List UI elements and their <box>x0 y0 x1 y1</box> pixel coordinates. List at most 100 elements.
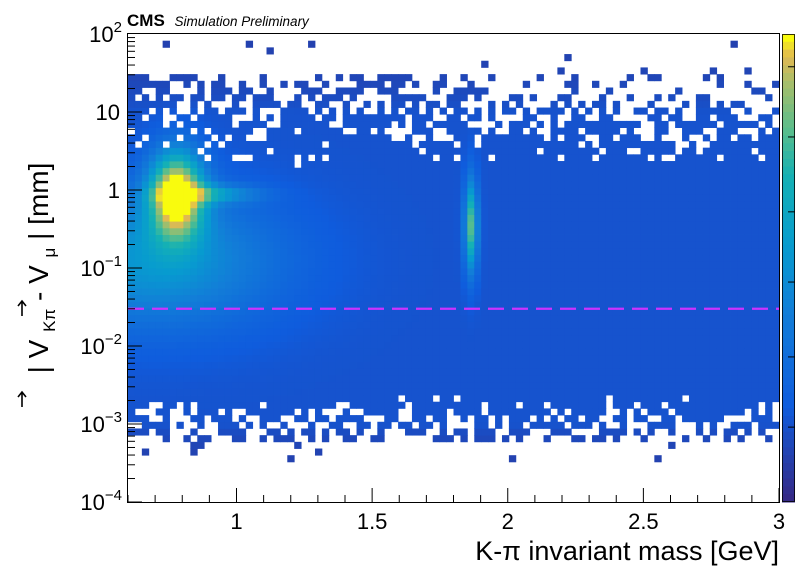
heatmap-cell <box>592 388 600 396</box>
heatmap-cell <box>356 214 364 222</box>
heatmap-cell <box>176 154 184 162</box>
heatmap-cell <box>349 247 357 256</box>
heatmap-cell <box>363 100 371 108</box>
heatmap-cell <box>162 328 170 336</box>
heatmap-cell <box>176 368 184 376</box>
heatmap-cell <box>481 388 489 396</box>
heatmap-cell <box>439 214 447 222</box>
heatmap-cell <box>391 227 399 235</box>
heatmap-cell <box>453 147 461 155</box>
heatmap-cell <box>647 274 655 282</box>
heatmap-cell <box>564 201 572 209</box>
heatmap-cell <box>571 334 579 342</box>
heatmap-cell <box>176 381 184 389</box>
heatmap-cell <box>259 207 267 215</box>
heatmap-cell <box>744 174 752 182</box>
heatmap-cell <box>425 134 434 142</box>
heatmap-cell <box>453 368 461 376</box>
heatmap-cell <box>204 341 212 349</box>
heatmap-cell <box>328 114 337 122</box>
heatmap-cell <box>640 381 648 389</box>
heatmap-cell <box>349 194 357 202</box>
heatmap-cell <box>446 154 454 162</box>
heatmap-cell <box>508 161 517 169</box>
heatmap-cell <box>218 261 226 269</box>
heatmap-cell <box>564 288 572 296</box>
heatmap-cell <box>695 127 704 135</box>
heatmap-cell <box>702 268 711 276</box>
heatmap-cell <box>744 294 752 302</box>
heatmap-cell <box>557 67 565 75</box>
heatmap-cell <box>578 301 586 309</box>
heatmap-cell <box>308 268 316 276</box>
heatmap-cell <box>543 140 551 149</box>
heatmap-cell <box>411 261 420 269</box>
heatmap-cell <box>467 348 475 356</box>
heatmap-cell <box>564 301 572 309</box>
heatmap-cell <box>633 227 641 235</box>
heatmap-cell <box>176 167 184 175</box>
heatmap-cell <box>737 381 745 389</box>
heatmap-cell <box>508 94 517 102</box>
heatmap-cell <box>356 314 364 322</box>
heatmap-cell <box>557 328 565 336</box>
heatmap-cell <box>328 281 337 289</box>
heatmap-cell <box>190 100 198 108</box>
heatmap-cell <box>488 395 496 403</box>
heatmap-cell <box>162 80 170 88</box>
heatmap-cell <box>356 361 364 369</box>
heatmap-cell <box>730 395 738 403</box>
heatmap-cell <box>564 187 572 195</box>
heatmap-cell <box>501 301 510 309</box>
heatmap-cell <box>598 247 607 256</box>
heatmap-cell <box>162 348 170 356</box>
heatmap-cell <box>162 281 170 289</box>
heatmap-cell <box>709 328 718 336</box>
heatmap-cell <box>335 354 344 362</box>
heatmap-cell <box>398 114 406 122</box>
heatmap-cell <box>321 301 330 309</box>
heatmap-cell <box>730 201 738 209</box>
heatmap-cell <box>418 234 427 242</box>
heatmap-cell <box>425 194 434 202</box>
heatmap-cell <box>301 80 309 88</box>
heatmap-cell <box>515 388 524 396</box>
heatmap-cell <box>148 247 157 256</box>
heatmap-cell <box>467 395 475 403</box>
heatmap-cell <box>377 374 385 383</box>
heatmap-cell <box>328 374 337 383</box>
heatmap-cell <box>605 227 614 235</box>
heatmap-cell <box>522 374 531 383</box>
heatmap-cell <box>765 187 773 195</box>
heatmap-cell <box>370 227 378 235</box>
heatmap-cell <box>481 134 489 142</box>
heatmap-cell <box>605 254 614 262</box>
heatmap-cell <box>363 154 371 162</box>
heatmap-cell <box>432 100 441 108</box>
heatmap-cell <box>668 321 676 329</box>
heatmap-cell <box>411 241 420 249</box>
heatmap-cell <box>439 301 447 309</box>
heatmap-cell <box>529 134 538 142</box>
heatmap-cell <box>647 254 655 262</box>
heatmap-cell <box>418 201 427 209</box>
heatmap-cell <box>654 201 662 209</box>
heatmap-cell <box>231 187 240 195</box>
heatmap-cell <box>162 207 170 215</box>
heatmap-cell <box>571 167 579 175</box>
heatmap-cell <box>155 428 164 436</box>
heatmap-cell <box>460 154 468 162</box>
heatmap-cell <box>661 308 669 316</box>
heatmap-cell <box>647 354 655 362</box>
heatmap-cell <box>467 161 475 169</box>
heatmap-cell <box>377 341 385 349</box>
heatmap-cell <box>377 368 385 376</box>
heatmap-cell <box>474 247 482 256</box>
heatmap-cell <box>474 127 482 135</box>
heatmap-cell <box>612 374 621 383</box>
heatmap-cell <box>176 321 184 329</box>
heatmap-cell <box>169 401 177 409</box>
heatmap-cell <box>765 221 773 229</box>
heatmap-cell <box>661 247 669 256</box>
heatmap-cell <box>578 288 586 296</box>
